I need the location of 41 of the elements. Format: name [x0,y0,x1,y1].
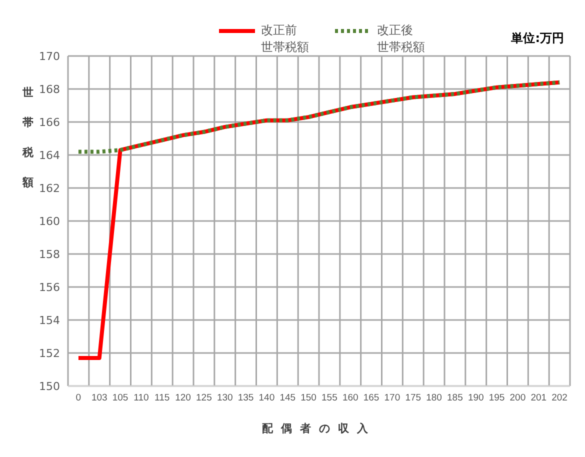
y-tick-label: 154 [39,314,60,327]
x-tick-label: 200 [510,392,526,404]
x-tick-label: 180 [426,392,442,404]
x-tick-label: 103 [91,392,108,404]
line-series [76,80,562,154]
x-tick-label: 0 [76,392,82,404]
x-tick-label: 140 [258,392,275,404]
x-tick-label: 105 [112,392,128,404]
y-tick-label: 170 [39,50,60,63]
y-tick-label: 158 [39,248,60,261]
x-tick-label: 165 [363,392,380,404]
y-tick-label: 164 [39,148,60,162]
y-tick-label: 152 [39,346,60,360]
x-tick-label: 160 [342,392,358,404]
y-tick-label: 160 [39,214,60,228]
text: 世帯税額 [22,86,34,189]
x-tick-label: 202 [552,392,568,404]
x-tick-label: 110 [134,392,149,404]
x-tick-label: 115 [154,392,170,404]
x-tick-label: 170 [384,392,400,404]
x-tick-label: 190 [468,392,484,404]
x-tick-label: 120 [175,392,191,404]
x-tick-label: 195 [488,392,505,404]
legend-label: 改正前世帯税額 [261,22,309,56]
y-tick-label: 150 [39,380,60,393]
x-tick-label: 135 [238,392,254,404]
y-tick-label: 156 [39,280,60,294]
x-tick-label: 130 [216,392,233,404]
y-tick-label: 162 [39,182,60,195]
x-tick-label: 201 [530,392,547,404]
text: 単位:万円 [511,30,564,47]
x-tick-label: 125 [196,392,212,404]
y-tick-label: 168 [39,82,60,96]
x-tick-label: 175 [405,392,422,404]
x-tick-label: 155 [322,392,338,404]
x-axis-title: 配偶者の収入 [262,422,376,435]
x-tick-label: 185 [447,392,463,404]
legend-label: 改正後世帯税額 [377,22,425,56]
x-tick-label: 150 [300,392,316,404]
x-tick-label: 145 [280,392,296,404]
y-tick-label: 166 [39,116,60,129]
